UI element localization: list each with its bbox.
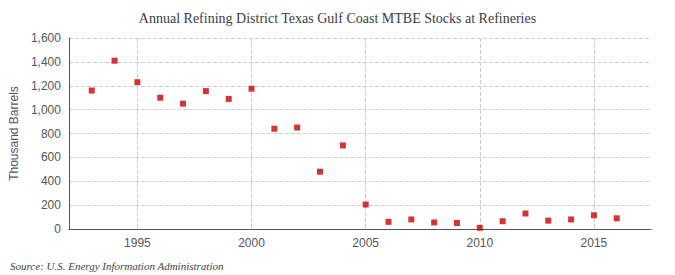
- svg-text:1,000: 1,000: [31, 103, 61, 117]
- svg-text:1,600: 1,600: [31, 31, 61, 45]
- svg-text:1,200: 1,200: [31, 79, 61, 93]
- svg-text:2010: 2010: [466, 236, 493, 250]
- svg-text:Thousand Barrels: Thousand Barrels: [7, 86, 21, 181]
- svg-text:200: 200: [41, 198, 61, 212]
- svg-text:600: 600: [41, 150, 61, 164]
- svg-text:1995: 1995: [124, 236, 151, 250]
- svg-text:2015: 2015: [581, 236, 608, 250]
- svg-text:0: 0: [54, 222, 61, 236]
- svg-text:400: 400: [41, 174, 61, 188]
- svg-text:2005: 2005: [352, 236, 379, 250]
- svg-text:2000: 2000: [238, 236, 265, 250]
- svg-text:Annual Refining District Texas: Annual Refining District Texas Gulf Coas…: [139, 11, 536, 26]
- svg-text:1,400: 1,400: [31, 55, 61, 69]
- svg-text:800: 800: [41, 127, 61, 141]
- svg-text:Source: U.S. Energy Informatio: Source: U.S. Energy Information Administ…: [10, 260, 224, 272]
